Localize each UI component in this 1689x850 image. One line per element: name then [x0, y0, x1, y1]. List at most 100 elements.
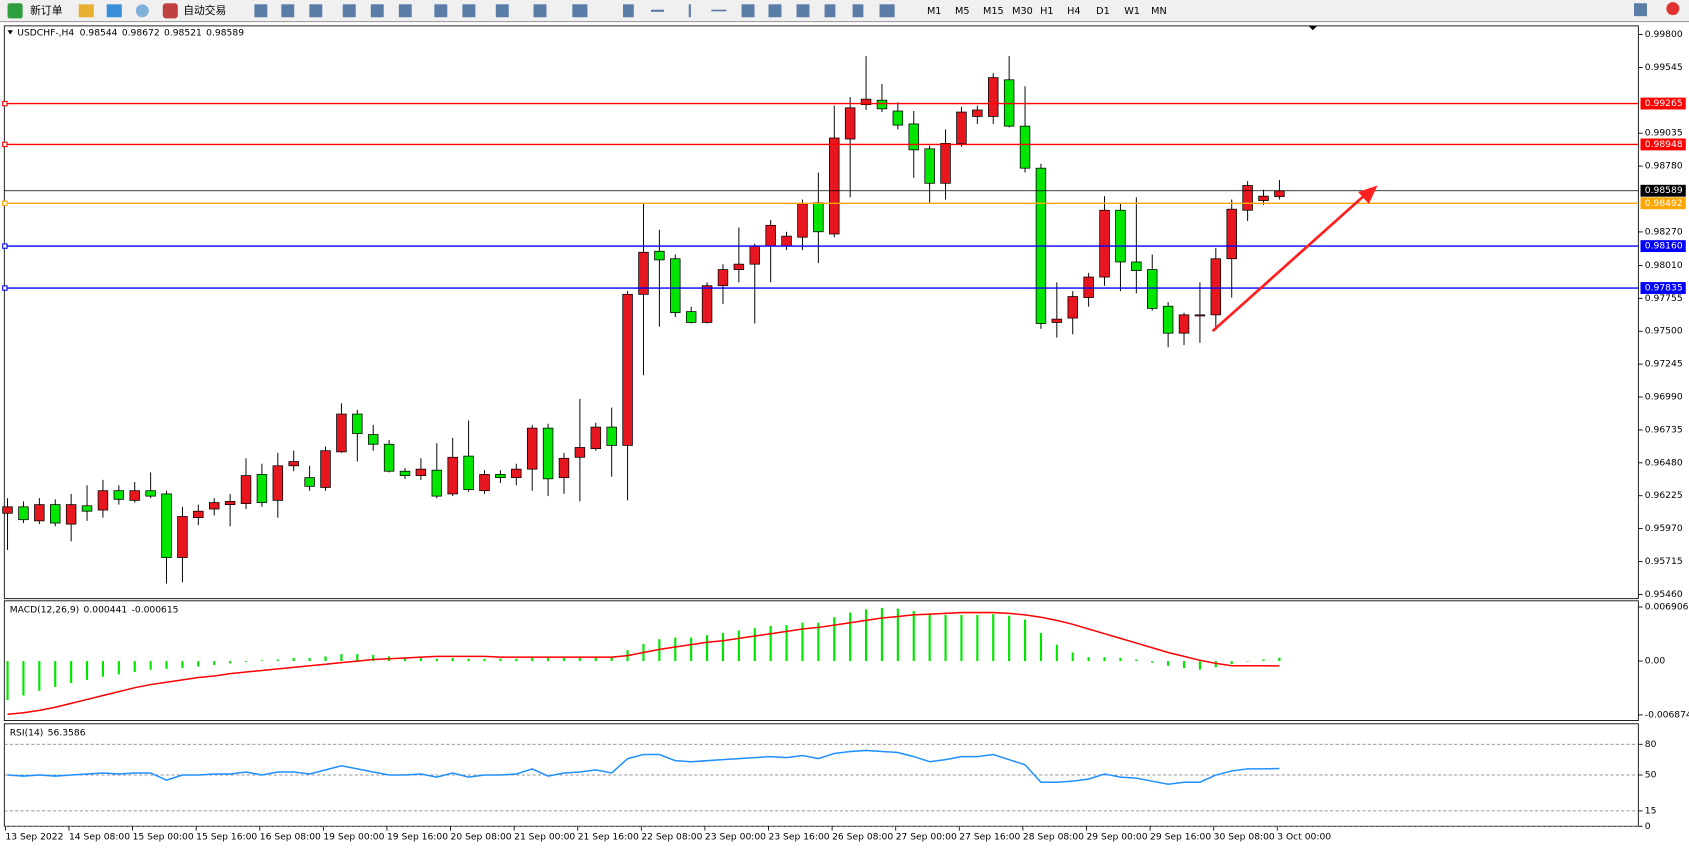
candle-body: [908, 123, 919, 151]
timeframe-button[interactable]: H1: [1040, 6, 1053, 17]
macd-histogram-bar: [849, 612, 852, 662]
candle-body: [892, 110, 904, 126]
candle-body: [1178, 314, 1190, 334]
symbol-title: USDCHF-,H4: [17, 27, 74, 38]
candle-body: [940, 143, 951, 184]
y-tick-label: 0.99035: [1645, 128, 1683, 139]
candle-body: [336, 413, 347, 453]
plot-layer: 0.99800 0.99545 0.99035 0.98780 0.98270 0.980…: [2, 29, 1689, 843]
timeframe-button[interactable]: W1: [1124, 6, 1140, 17]
timeframe-button[interactable]: M1: [927, 6, 942, 17]
macd-histogram-bar: [1087, 657, 1090, 662]
macd-histogram-bar: [38, 661, 41, 691]
candle-body: [765, 224, 776, 247]
new-order-icon[interactable]: [7, 3, 23, 19]
y-tick-label: 0.97245: [1645, 359, 1683, 370]
timeframe-button[interactable]: M15: [983, 6, 1004, 17]
candle-body: [829, 137, 840, 235]
x-tick-label: 29 Sep 16:00: [1150, 832, 1211, 843]
auto-trading-button[interactable]: 自动交易: [183, 4, 226, 17]
tool-icon[interactable]: [533, 4, 547, 18]
tool-icon[interactable]: [879, 4, 895, 18]
tool-icon[interactable]: [370, 4, 384, 18]
macd-histogram-bar: [117, 661, 120, 675]
candle-body: [1083, 276, 1094, 298]
candle-body: [1210, 258, 1222, 316]
candle-body: [1226, 208, 1237, 260]
macd-histogram-bar: [292, 657, 295, 662]
timeframe-button[interactable]: MN: [1151, 6, 1167, 17]
macd-histogram-bar: [594, 657, 597, 662]
tool-icon[interactable]: [572, 4, 588, 18]
timeframe-button[interactable]: D1: [1096, 6, 1110, 17]
auto-trading-icon[interactable]: [162, 3, 178, 19]
tool-icon[interactable]: [623, 4, 634, 18]
candle-body: [1099, 209, 1110, 278]
timeframe-button[interactable]: H4: [1067, 6, 1080, 17]
search-icon[interactable]: [1634, 3, 1647, 17]
level-price-box: [1640, 282, 1686, 294]
tool-icon[interactable]: [309, 4, 323, 18]
tool-icon[interactable]: [78, 4, 94, 18]
macd-histogram-bar: [1071, 652, 1074, 662]
tool-icon[interactable]: [495, 4, 509, 18]
macd-histogram-bar: [1278, 657, 1281, 662]
current-price-box: [1640, 184, 1686, 197]
tool-icon[interactable]: [106, 4, 122, 18]
tool-icon[interactable]: [711, 9, 727, 12]
tool-icon[interactable]: [462, 4, 476, 18]
tool-icon[interactable]: [398, 4, 412, 18]
tool-icon[interactable]: [434, 4, 448, 18]
candle-body: [129, 490, 140, 501]
macd-histogram-bar: [372, 654, 375, 662]
macd-histogram-bar: [1151, 661, 1154, 663]
x-tick-label: 15 Sep 00:00: [133, 832, 194, 843]
timeframe-button[interactable]: M30: [1012, 6, 1033, 17]
candle-body: [463, 455, 474, 490]
macd-histogram-bar: [944, 614, 947, 662]
tool-icon[interactable]: [651, 9, 664, 12]
candle-body: [638, 251, 649, 295]
candle-body: [97, 490, 109, 511]
candle-body: [193, 510, 204, 519]
tool-icon[interactable]: [281, 4, 295, 18]
tool-icon[interactable]: [741, 4, 755, 18]
tool-icon[interactable]: [342, 4, 356, 18]
macd-histogram-bar: [451, 657, 454, 662]
tool-icon[interactable]: [768, 4, 782, 18]
x-tick-label: 21 Sep 16:00: [578, 832, 639, 843]
notification-badge[interactable]: [1666, 2, 1680, 16]
macd-histogram-bar: [419, 657, 422, 662]
macd-histogram-bar: [705, 635, 709, 662]
rsi-header: RSI(14) 56.3586: [10, 727, 86, 738]
macd-histogram-bar: [1214, 661, 1217, 668]
level-price-label: 0.98492: [1645, 198, 1683, 209]
tool-icon[interactable]: [688, 4, 691, 18]
y-tick-label: 15: [1645, 805, 1657, 816]
ohlc-close: 0.98589: [206, 27, 244, 38]
y-tick-label: 0.96735: [1645, 424, 1683, 435]
macd-histogram-bar: [864, 609, 868, 662]
level-handle: [2, 100, 8, 107]
tool-icon[interactable]: [824, 4, 836, 18]
macd-histogram-bar: [1119, 657, 1122, 662]
tool-icon[interactable]: [135, 4, 149, 18]
y-tick-label: 0.98010: [1645, 260, 1683, 271]
macd-histogram-bar: [22, 661, 25, 696]
candle-body: [733, 263, 745, 270]
candle-body: [606, 426, 617, 446]
tool-icon[interactable]: [852, 4, 864, 18]
candle-body: [542, 427, 554, 480]
tool-icon[interactable]: [796, 4, 810, 18]
level-price-label: 0.98948: [1645, 139, 1683, 150]
macd-histogram-bar: [721, 632, 725, 662]
candle-body: [717, 269, 729, 287]
timeframe-button[interactable]: M5: [955, 6, 970, 17]
candle-body: [177, 516, 188, 558]
tool-icon[interactable]: [254, 4, 268, 18]
new-order-button[interactable]: 新订单: [30, 4, 63, 17]
x-tick-label: 23 Sep 00:00: [705, 832, 766, 843]
level-price-label: 0.98160: [1645, 241, 1683, 252]
